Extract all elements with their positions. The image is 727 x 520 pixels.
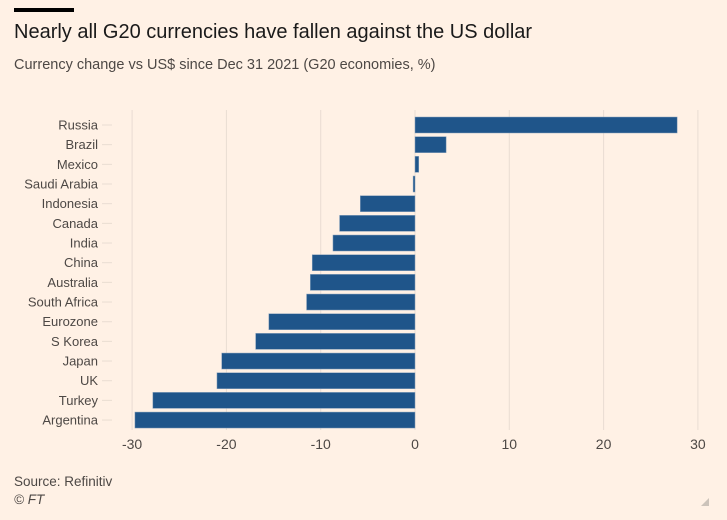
category-label: Argentina (42, 413, 98, 428)
bar-brazil (414, 136, 447, 153)
bar-uk (216, 372, 416, 389)
category-label: Mexico (57, 157, 98, 172)
ft-accent-bar (14, 8, 74, 12)
chart-title: Nearly all G20 currencies have fallen ag… (14, 21, 533, 43)
bar-indonesia (360, 195, 416, 212)
bar-japan (221, 352, 416, 370)
bar-china (311, 254, 416, 271)
resize-handle-icon (701, 498, 709, 506)
bar-saudi-arabia (412, 175, 416, 193)
bar-australia (310, 274, 416, 291)
category-label: Canada (52, 216, 98, 231)
x-tick-label: -20 (216, 436, 236, 452)
bar-s-korea (255, 333, 416, 350)
x-tick-label: 20 (596, 436, 612, 452)
bar-mexico (414, 156, 420, 173)
category-label: S Korea (51, 334, 99, 349)
bar-russia (414, 116, 678, 134)
bar-india (332, 234, 416, 252)
category-label: Eurozone (42, 314, 98, 329)
category-label: Russia (58, 118, 99, 133)
x-tick-label: 0 (411, 436, 419, 452)
category-label: China (64, 255, 99, 270)
category-label: Japan (63, 354, 98, 369)
bar-eurozone (268, 313, 416, 330)
bar-canada (339, 215, 416, 232)
x-tick-label: -10 (311, 436, 331, 452)
category-label: Indonesia (42, 196, 99, 211)
chart-subtitle: Currency change vs US$ since Dec 31 2021… (14, 57, 436, 73)
category-label: India (70, 236, 99, 251)
x-tick-label: 10 (502, 436, 518, 452)
bar-south-africa (306, 293, 416, 311)
x-tick-label: -30 (122, 436, 142, 452)
category-label: Saudi Arabia (24, 177, 98, 192)
category-label: UK (80, 373, 98, 388)
category-label: Australia (47, 275, 98, 290)
category-label: Brazil (65, 137, 98, 152)
bar-argentina (134, 411, 416, 429)
category-label: South Africa (28, 295, 99, 310)
copyright: © FT (14, 492, 45, 507)
category-label: Turkey (59, 393, 99, 408)
bar-turkey (152, 392, 416, 409)
x-tick-label: 30 (690, 436, 706, 452)
source-note: Source: Refinitiv (14, 474, 113, 489)
